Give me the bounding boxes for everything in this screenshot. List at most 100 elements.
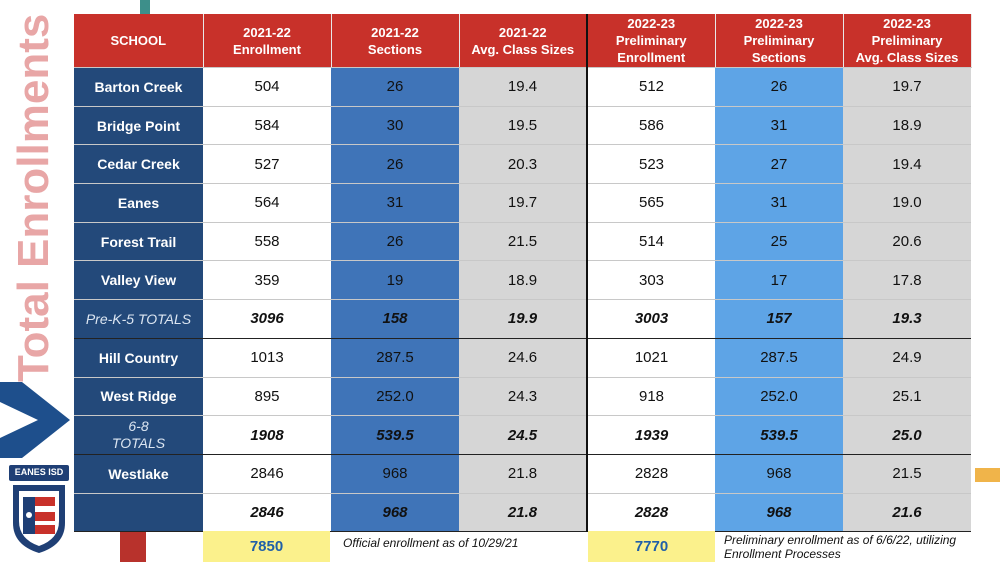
vertical-title: Total Enrollments [8,10,58,390]
enrollment-2021: 2846 [203,492,331,533]
sections-2022: 17 [715,260,843,301]
totals-label [74,492,203,533]
avg-class-2021: 20.3 [459,144,587,185]
header-avg-class-2022-line1: 2022-23 [883,16,931,31]
school-name: Westlake [74,454,203,494]
header-sections-2022: 2022-23 Preliminary Sections [715,14,844,68]
header-sections-2022-line1: 2022-23 [755,16,803,31]
table-row: Cedar Creek 527 26 20.3 523 27 19.4 [74,144,971,185]
sections-2022: 31 [715,183,843,223]
enrollment-2022: 565 [586,183,715,223]
header-sections-2021-line2: Sections [367,41,423,57]
sections-2021: 19 [331,260,459,301]
enrollment-2022: 918 [586,377,715,417]
table-row: Valley View 359 19 18.9 303 17 17.8 [74,260,971,301]
sections-2022: 27 [715,144,843,185]
enrollment-2021: 895 [203,377,331,417]
avg-class-2021: 19.4 [459,67,587,107]
header-enrollment-2021: 2021-22 Enrollment [203,14,332,68]
teal-accent-bar [140,0,150,14]
avg-class-2022: 19.4 [843,144,971,185]
enrollment-2021: 558 [203,222,331,262]
grand-total-2021: 7850 [203,531,330,562]
totals-label-line1: 6-8 [128,418,149,435]
enrollment-2022: 2828 [586,492,715,533]
totals-row: Pre-K-5 TOTALS 3096 158 19.9 3003 157 19… [74,299,971,339]
header-enrollment-2021-line1: 2021-22 [243,24,291,40]
sections-2022: 31 [715,106,843,146]
enrollment-2021: 1013 [203,338,331,378]
header-school-label: SCHOOL [110,33,167,48]
sections-2021: 31 [331,183,459,223]
sections-2021: 26 [331,67,459,107]
header-sections-2022-line2: Preliminary [743,33,815,48]
sections-2021: 26 [331,222,459,262]
enrollment-note-2022: Preliminary enrollment as of 6/6/22, uti… [724,533,957,561]
header-sections-2021-line1: 2021-22 [371,24,419,40]
enrollment-2021: 584 [203,106,331,146]
table-row: Westlake 2846 968 21.8 2828 968 21.5 [74,454,971,494]
sections-2021: 252.0 [331,377,459,417]
blue-arrow-graphic [0,382,70,458]
header-avg-class-2021-line1: 2021-22 [498,24,547,40]
table-row: Bridge Point 584 30 19.5 586 31 18.9 [74,106,971,146]
enrollment-2022: 2828 [586,454,715,494]
header-enrollment-2022-line2: Preliminary [615,33,687,48]
avg-class-2021: 24.3 [459,377,587,417]
enrollment-2022: 512 [586,67,715,107]
avg-class-2022: 19.3 [843,299,971,339]
enrollment-2021: 2846 [203,454,331,494]
avg-class-2022: 21.6 [843,492,971,533]
header-avg-class-2021: 2021-22 Avg. Class Sizes [459,14,588,68]
logo-text: EANES ISD [14,467,64,477]
enrollment-table: SCHOOL 2021-22 Enrollment 2021-22 Sectio… [74,14,972,533]
sections-2022: 968 [715,454,843,494]
avg-class-2022: 19.7 [843,67,971,107]
sections-2022: 287.5 [715,338,843,378]
totals-label-line2: TOTALS [111,435,166,452]
table-row: Hill Country 1013 287.5 24.6 1021 287.5 … [74,338,971,378]
header-enrollment-2022-line3: Enrollment [617,50,686,65]
header-row: SCHOOL 2021-22 Enrollment 2021-22 Sectio… [74,14,972,68]
school-name: West Ridge [74,377,203,417]
school-name: Bridge Point [74,106,203,146]
enrollment-2022: 514 [586,222,715,262]
enrollment-2022: 3003 [586,299,715,339]
enrollment-2021: 359 [203,260,331,301]
avg-class-2021: 19.5 [459,106,587,146]
enrollment-note-2021: Official enrollment as of 10/29/21 [343,536,519,550]
header-enrollment-2022-line1: 2022-23 [627,16,676,31]
school-name: Eanes [74,183,203,223]
sections-2022: 26 [715,67,843,107]
sections-2021: 287.5 [331,338,459,378]
orange-accent-bar [975,468,1000,482]
totals-label: Pre-K-5 TOTALS [74,299,203,339]
enrollment-2022: 1021 [586,338,715,378]
sections-2022: 25 [715,222,843,262]
avg-class-2021: 24.6 [459,338,587,378]
sections-2022: 968 [715,492,843,533]
header-enrollment-2022: 2022-23 Preliminary Enrollment [586,14,716,68]
totals-row: 6-8 TOTALS 1908 539.5 24.5 1939 539.5 25… [74,415,971,455]
school-name: Forest Trail [74,222,203,262]
school-name: Cedar Creek [74,144,203,185]
header-avg-class-2021-line2: Avg. Class Sizes [471,41,575,57]
header-enrollment-2021-line2: Enrollment [233,41,301,57]
enrollment-2021: 564 [203,183,331,223]
enrollment-2021: 527 [203,144,331,185]
school-name: Hill Country [74,338,203,378]
avg-class-2022: 18.9 [843,106,971,146]
table-row: Forest Trail 558 26 21.5 514 25 20.6 [74,222,971,262]
header-avg-class-2022-line3: Avg. Class Sizes [855,50,959,65]
avg-class-2022: 25.0 [843,415,971,455]
school-name: Valley View [74,260,203,301]
header-sections-2022-line3: Sections [751,50,807,65]
sections-2021: 158 [331,299,459,339]
header-avg-class-2022-line2: Preliminary [871,33,943,48]
header-sections-2021: 2021-22 Sections [331,14,460,68]
avg-class-2022: 25.1 [843,377,971,417]
eanes-isd-logo: EANES ISD [9,465,69,555]
sections-2021: 539.5 [331,415,459,455]
totals-row: 2846 968 21.8 2828 968 21.6 [74,492,971,533]
header-school: SCHOOL [74,14,204,68]
